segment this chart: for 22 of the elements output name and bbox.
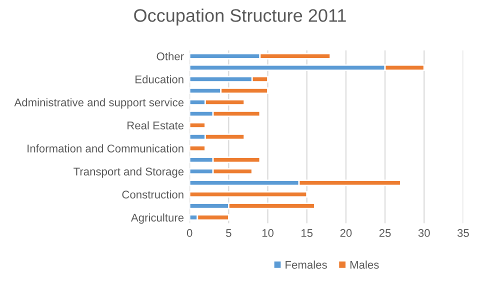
x-tick-label: 20 (340, 229, 352, 237)
bar (190, 191, 308, 198)
y-tick-label: Transport and Storage (74, 167, 184, 178)
legend-label: Males (350, 260, 379, 269)
bar (190, 145, 206, 152)
legend-label: Females (286, 260, 327, 269)
y-tick-label: Other (156, 52, 184, 60)
chart-title: Occupation Structure 2011 (134, 8, 346, 26)
y-tick-label: Education (136, 75, 184, 84)
x-tick-label: 35 (457, 229, 469, 237)
y-tick-label: Construction (122, 190, 184, 199)
x-tick-label: 5 (226, 229, 232, 237)
x-tick-label: 10 (262, 229, 274, 237)
x-tick-label: 25 (379, 229, 391, 237)
x-tick-label: 30 (418, 229, 430, 237)
x-tick-label: 15 (302, 229, 313, 237)
bar (190, 122, 206, 129)
y-tick-label: Real Estate (128, 121, 184, 130)
y-tick-label: Administrative and support service (14, 98, 184, 109)
y-tick-label: Agriculture (130, 213, 184, 224)
x-tick-label: 0 (186, 229, 192, 237)
y-tick-label: Information and Communication (28, 144, 184, 152)
